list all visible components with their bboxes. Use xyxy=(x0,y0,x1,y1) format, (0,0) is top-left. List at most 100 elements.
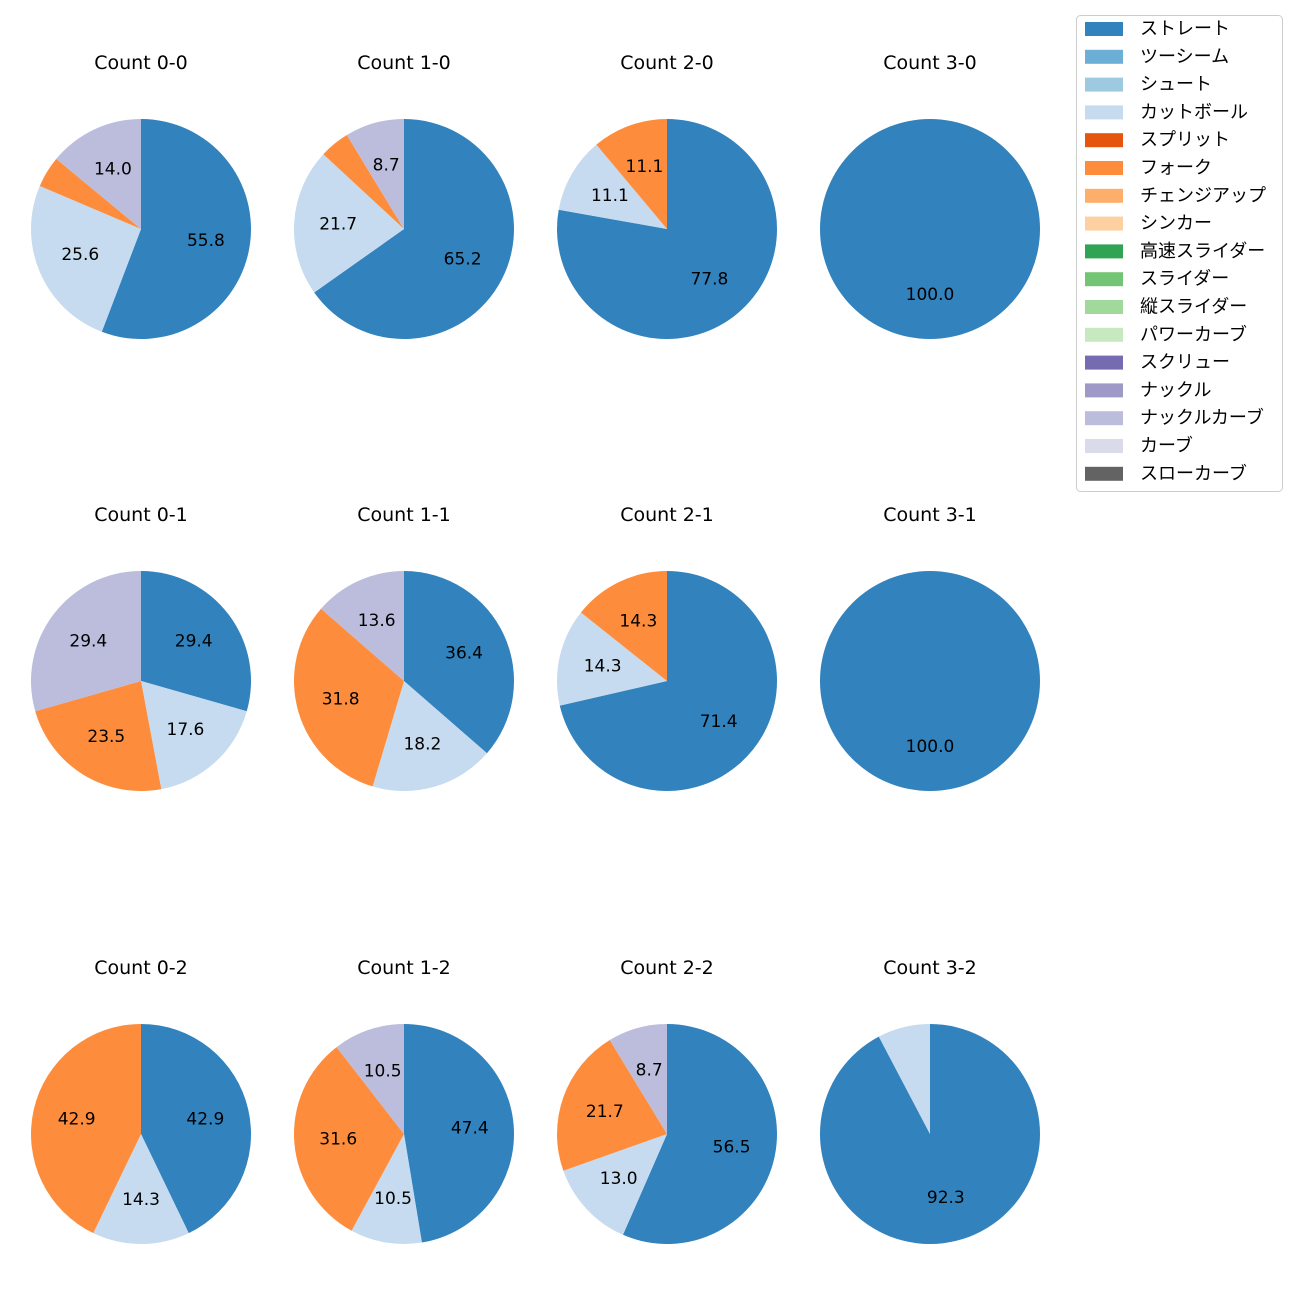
pie-chart: Count 1-1 36.4 18.2 31.8 13.6 xyxy=(294,504,514,791)
pie-slice xyxy=(141,1024,251,1234)
pie-chart: Count 1-2 47.4 10.5 31.6 10.5 xyxy=(294,957,514,1244)
pie-slice xyxy=(39,158,141,229)
legend-label: ツーシーム xyxy=(1140,46,1229,67)
pie-slice xyxy=(101,119,251,339)
pie-slice xyxy=(557,1040,667,1171)
pie-slice-label: 21.7 xyxy=(319,215,357,235)
pie-slice-label: 29.4 xyxy=(175,631,213,651)
legend-swatch xyxy=(1085,300,1123,314)
pie-slice xyxy=(93,1134,189,1244)
pie-slice xyxy=(294,1047,404,1231)
pie-slice-label: 21.7 xyxy=(586,1102,624,1122)
legend: ストレートツーシームシュートカットボールスプリットフォークチェンジアップシンカー… xyxy=(1076,15,1283,492)
pie-slice xyxy=(314,119,514,339)
pie-title: Count 3-1 xyxy=(883,504,977,526)
pie-slice-label: 31.8 xyxy=(322,689,360,709)
pie-title: Count 1-2 xyxy=(357,957,451,979)
legend-label: 縦スライダー xyxy=(1140,297,1247,318)
legend-swatch xyxy=(1085,355,1123,370)
pie-slice-label: 13.0 xyxy=(600,1169,638,1189)
pie-title: Count 2-2 xyxy=(620,957,714,979)
legend-label: ナックルカーブ xyxy=(1140,407,1264,429)
pie-slice xyxy=(559,571,777,791)
legend-swatch xyxy=(1085,22,1123,36)
pie-slice xyxy=(346,119,404,229)
pie-slice-label: 10.5 xyxy=(364,1062,402,1082)
pie-slice-label: 65.2 xyxy=(444,249,482,269)
pie-chart: Count 1-0 65.2 21.7 8.7 xyxy=(294,52,514,339)
pie-slice xyxy=(56,119,141,229)
legend-swatch xyxy=(1085,77,1123,92)
pie-slice xyxy=(30,571,141,712)
pie-chart: Count 3-0 100.0 xyxy=(820,52,1040,339)
legend-label: スローカーブ xyxy=(1140,462,1247,484)
pie-slice-label: 11.1 xyxy=(591,186,629,206)
pie-slice-label: 55.8 xyxy=(187,231,225,251)
pie-chart: Count 3-1 100.0 xyxy=(820,504,1040,791)
pie-slice xyxy=(141,681,247,790)
pie-slice-label: 10.5 xyxy=(374,1189,412,1209)
pie-slice xyxy=(819,1024,1040,1244)
pie-slice-label: 14.3 xyxy=(584,656,622,676)
pie-title: Count 1-0 xyxy=(357,52,451,74)
pie-slice xyxy=(294,608,404,787)
pie-slice-label: 23.5 xyxy=(87,727,125,747)
pie-slice-label: 18.2 xyxy=(403,734,441,754)
pie-slice xyxy=(35,681,162,792)
legend-swatch xyxy=(1085,466,1123,481)
pie-slice xyxy=(323,135,404,229)
pie-slice-label: 71.4 xyxy=(700,712,738,732)
pie-slice xyxy=(563,1134,667,1235)
pie-chart: Count 2-1 71.4 14.3 14.3 xyxy=(557,504,777,791)
pie-slice xyxy=(596,119,667,229)
pie-slice xyxy=(336,1024,404,1134)
pie-slice-label: 14.3 xyxy=(122,1190,160,1210)
pie-slice xyxy=(141,571,251,712)
legend-swatch xyxy=(1085,105,1123,120)
pie-slice-label: 13.6 xyxy=(358,611,396,631)
pie-slice-label: 100.0 xyxy=(906,285,955,305)
pie-slice xyxy=(372,681,487,791)
legend-swatch xyxy=(1085,327,1123,342)
legend-frame xyxy=(1076,15,1283,492)
legend-swatch xyxy=(1085,188,1123,203)
pie-slice xyxy=(820,119,1040,339)
pie-slice-label: 92.3 xyxy=(927,1188,965,1208)
legend-label: 高速スライダー xyxy=(1140,241,1265,262)
pie-title: Count 2-1 xyxy=(620,504,714,526)
pie-chart: Count 2-0 77.8 11.1 11.1 xyxy=(556,52,778,339)
legend-swatch xyxy=(1085,216,1123,231)
pie-slice-label: 8.7 xyxy=(373,155,400,175)
pie-title: Count 2-0 xyxy=(620,52,714,74)
legend-label: カットボール xyxy=(1140,102,1248,123)
pie-title: Count 0-0 xyxy=(94,52,188,74)
pie-slice-label: 14.3 xyxy=(619,612,657,632)
pie-slice-label: 56.5 xyxy=(713,1137,751,1157)
pie-slice xyxy=(580,571,667,681)
pie-slice xyxy=(31,185,141,332)
pie-slice xyxy=(878,1024,930,1134)
pie-slice xyxy=(294,154,404,293)
pies-layer: Count 0-0 55.8 25.6 14.0 Count 1-0 65.2 21.7 8.… xyxy=(30,52,1040,1245)
legend-swatch xyxy=(1085,439,1123,453)
legend-label: ストレート xyxy=(1140,19,1230,40)
legend-swatch xyxy=(1085,383,1123,398)
legend-label: スクリュー xyxy=(1140,352,1230,373)
legend-label: シンカー xyxy=(1140,213,1212,234)
pie-chart: Count 0-2 42.9 14.3 42.9 xyxy=(31,957,251,1244)
legend-swatch xyxy=(1085,161,1123,175)
pie-slice-label: 47.4 xyxy=(451,1119,489,1139)
pie-slice-label: 31.6 xyxy=(319,1129,357,1149)
pie-chart: Count 0-1 29.4 17.6 23.5 29.4 xyxy=(30,504,251,792)
pie-slice xyxy=(622,1024,778,1245)
pie-slice-label: 42.9 xyxy=(58,1109,96,1129)
pie-slice-label: 17.6 xyxy=(167,720,205,740)
pie-chart: Count 2-2 56.5 13.0 21.7 8.7 xyxy=(557,957,778,1245)
pie-slice xyxy=(558,144,667,229)
pie-slice xyxy=(404,1024,514,1243)
pie-slice-label: 29.4 xyxy=(69,631,107,651)
legend-label: シュート xyxy=(1140,74,1212,95)
legend-swatch xyxy=(1085,133,1123,148)
pie-chart: Count 3-2 92.3 xyxy=(819,957,1040,1244)
